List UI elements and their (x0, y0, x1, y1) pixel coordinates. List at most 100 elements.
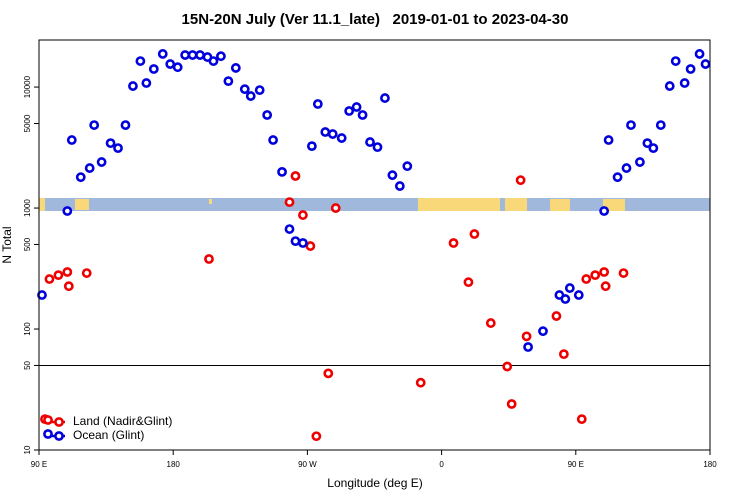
point (81, 268, 92, 278)
point (254, 85, 265, 96)
point (66, 135, 77, 145)
point (551, 311, 562, 321)
point (564, 283, 575, 293)
point (618, 268, 629, 278)
point (165, 59, 176, 69)
legend-label: Ocean (Glint) (73, 428, 144, 442)
point (216, 51, 226, 62)
chart-title: 15N-20N July (Ver 11.1_late) 2019-01-01 … (182, 11, 569, 28)
point (306, 141, 317, 152)
point (268, 135, 279, 145)
point (365, 137, 375, 147)
legend-label: Land (Nadir&Glint) (73, 414, 172, 428)
legend-marker (54, 417, 64, 427)
point (290, 236, 301, 247)
point (642, 138, 653, 149)
point (700, 59, 711, 69)
x-tick-label: 90 W (298, 460, 317, 469)
point (372, 142, 383, 153)
point (357, 110, 368, 120)
point (415, 377, 426, 388)
point (245, 91, 256, 101)
point (262, 110, 273, 120)
point (463, 277, 474, 288)
point (327, 129, 338, 139)
point (128, 81, 138, 91)
point (53, 270, 64, 281)
point (141, 78, 152, 88)
point (298, 210, 308, 220)
point (670, 56, 681, 66)
point (230, 63, 241, 73)
point (599, 267, 610, 277)
point (521, 331, 532, 342)
point (62, 206, 73, 216)
y-axis-label: N Total (0, 226, 14, 263)
point (195, 50, 205, 60)
point (96, 157, 107, 167)
point (148, 64, 159, 74)
point (37, 290, 47, 300)
point (515, 175, 526, 186)
point (655, 120, 666, 130)
point (187, 50, 198, 60)
y-tick-label: 1000 (23, 199, 32, 217)
x-tick-label: 90 E (568, 460, 584, 469)
point (394, 181, 405, 191)
point (204, 254, 214, 264)
point (600, 281, 611, 292)
point (469, 229, 480, 239)
point (685, 64, 696, 74)
point (113, 143, 123, 154)
legend-marker (43, 429, 53, 439)
y-tick-label: 500 (23, 237, 32, 251)
point (402, 161, 413, 172)
point (105, 138, 116, 149)
point (62, 267, 73, 277)
point (621, 163, 632, 173)
point (523, 342, 533, 352)
point (120, 120, 131, 130)
point (448, 238, 459, 248)
point (180, 50, 191, 60)
point (157, 49, 168, 59)
point (320, 127, 331, 137)
point (323, 368, 334, 379)
map-strip (39, 198, 710, 211)
point (635, 157, 645, 167)
point (506, 399, 517, 409)
point (694, 49, 705, 59)
point (89, 120, 100, 130)
point (648, 143, 659, 154)
point (330, 203, 341, 213)
point (223, 76, 234, 87)
point (560, 294, 571, 304)
point (336, 133, 347, 143)
point (485, 318, 496, 328)
point (311, 431, 322, 442)
point (576, 414, 587, 425)
point (290, 171, 301, 181)
x-tick-label: 180 (167, 460, 181, 469)
y-tick-label: 100 (23, 322, 32, 336)
plot-frame (38, 39, 711, 451)
point (298, 238, 308, 248)
point (590, 270, 601, 281)
point (581, 274, 592, 284)
legend-marker (54, 431, 64, 441)
point (664, 81, 675, 91)
point (538, 326, 548, 337)
point (84, 163, 95, 173)
y-tick-label: 10000 (23, 75, 32, 98)
x-tick-label: 180 (703, 460, 717, 469)
point (612, 172, 623, 183)
point (305, 241, 316, 251)
point (135, 56, 146, 66)
point (284, 197, 295, 207)
point (44, 274, 55, 284)
point (239, 84, 250, 95)
point (573, 290, 584, 300)
point (172, 62, 183, 73)
x-axis-label: Longitude (deg E) (327, 476, 422, 490)
point (626, 120, 636, 130)
